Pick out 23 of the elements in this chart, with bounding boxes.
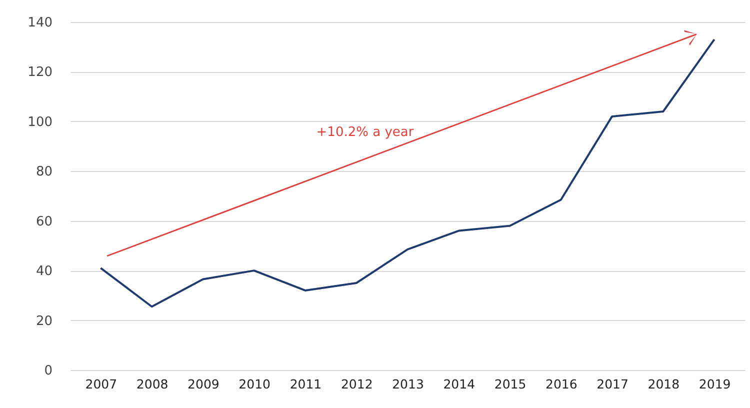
x-tick-label: 2013 [392, 376, 424, 392]
y-tick-label: 0 [44, 364, 52, 378]
x-tick-label: 2008 [136, 376, 168, 392]
x-tick-label: 2017 [596, 376, 628, 392]
y-tick-label: 80 [36, 164, 52, 180]
x-tick-label: 2011 [290, 376, 322, 392]
x-tick-label: 2018 [648, 376, 680, 392]
x-tick-label: 2012 [340, 376, 373, 392]
x-tick-label: 2015 [494, 376, 526, 392]
y-tick-label: 20 [36, 314, 52, 329]
x-tick-label: 2019 [698, 376, 731, 392]
x-tick-label: 2010 [238, 376, 271, 392]
x-tick-label: 2016 [546, 376, 578, 392]
y-tick-label: 100 [28, 114, 52, 130]
line-series [100, 38, 716, 308]
x-tick-label: 2009 [188, 376, 220, 392]
x-tick-label: 2007 [85, 376, 118, 392]
y-tick-label: 120 [28, 65, 52, 80]
y-tick-label: 60 [36, 214, 52, 230]
x-tick-label: 2014 [443, 376, 476, 392]
annotation: +10.2% a year [316, 125, 414, 140]
y-tick-label: 40 [36, 264, 52, 280]
y-tick-label: 140 [28, 16, 52, 30]
